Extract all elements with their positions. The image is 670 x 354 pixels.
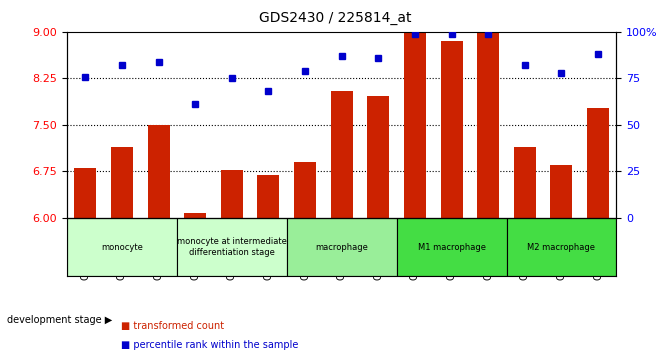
Bar [147,125,170,218]
Bar [587,108,609,218]
Bar [441,41,462,218]
Text: macrophage: macrophage [316,242,368,252]
FancyBboxPatch shape [397,218,507,276]
Text: GDS2430 / 225814_at: GDS2430 / 225814_at [259,11,411,25]
Bar [331,91,352,218]
Text: ■ percentile rank within the sample: ■ percentile rank within the sample [121,341,298,350]
Text: M1 macrophage: M1 macrophage [417,242,486,252]
Text: development stage ▶: development stage ▶ [7,315,112,325]
Bar [514,147,536,218]
Text: monocyte at intermediate
differentiation stage: monocyte at intermediate differentiation… [177,237,287,257]
Bar [111,147,133,218]
Bar [74,169,96,218]
FancyBboxPatch shape [67,218,177,276]
Bar [477,32,499,218]
Text: monocyte: monocyte [101,242,143,252]
Bar [551,165,572,218]
Bar [404,32,426,218]
Bar [184,213,206,218]
FancyBboxPatch shape [507,218,616,276]
Text: ■ transformed count: ■ transformed count [121,321,224,331]
FancyBboxPatch shape [287,218,397,276]
Bar [294,162,316,218]
Bar [257,175,279,218]
Bar [221,170,243,218]
Text: M2 macrophage: M2 macrophage [527,242,596,252]
FancyBboxPatch shape [177,218,287,276]
Bar [367,96,389,218]
